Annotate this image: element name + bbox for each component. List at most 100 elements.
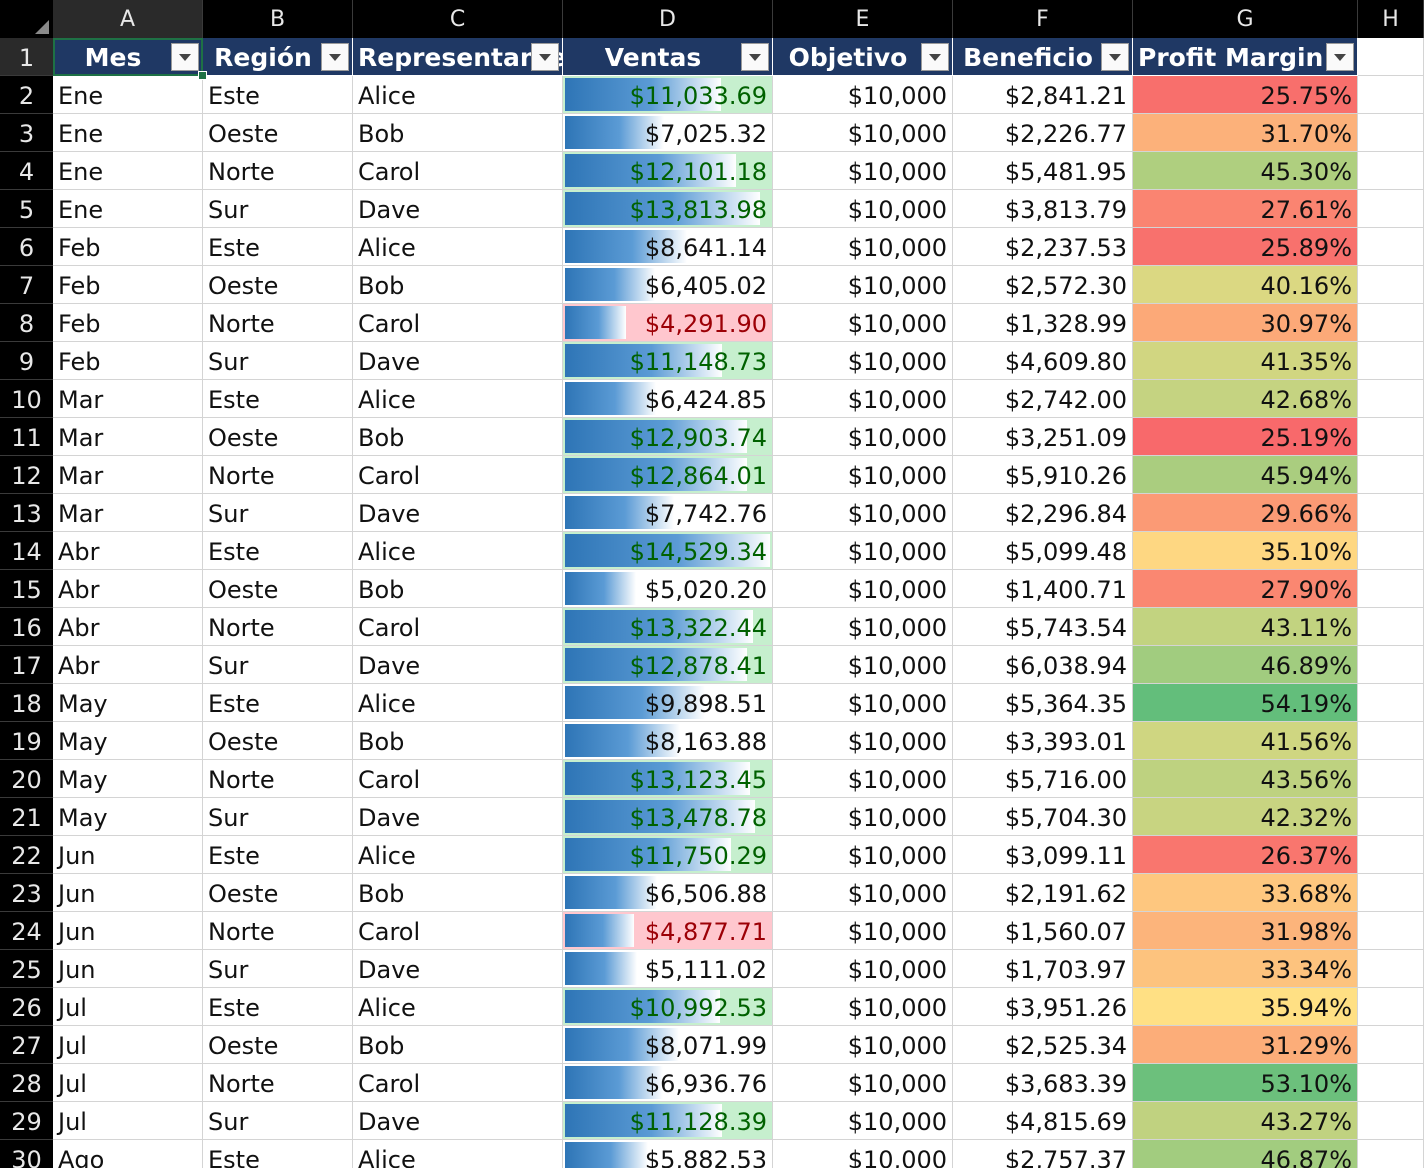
table-cell-mes[interactable]: May (53, 722, 203, 760)
table-cell-pm[interactable]: 42.68% (1133, 380, 1358, 418)
table-cell-ben[interactable]: $3,813.79 (953, 190, 1133, 228)
empty-cell[interactable] (1358, 380, 1424, 418)
filter-dropdown-icon[interactable] (921, 43, 949, 71)
table-cell-pm[interactable]: 26.37% (1133, 836, 1358, 874)
table-cell-region[interactable]: Oeste (203, 114, 353, 152)
table-cell-obj[interactable]: $10,000 (773, 456, 953, 494)
empty-cell[interactable] (1358, 532, 1424, 570)
table-cell-pm[interactable]: 31.29% (1133, 1026, 1358, 1064)
table-cell-rep[interactable]: Alice (353, 1140, 563, 1168)
table-cell-ben[interactable]: $2,841.21 (953, 76, 1133, 114)
row-header-15[interactable]: 15 (0, 570, 53, 608)
table-cell-mes[interactable]: Abr (53, 608, 203, 646)
table-cell-rep[interactable]: Dave (353, 646, 563, 684)
empty-cell[interactable] (1358, 1102, 1424, 1140)
table-cell-region[interactable]: Norte (203, 1064, 353, 1102)
table-cell-mes[interactable]: Ago (53, 1140, 203, 1168)
table-cell-rep[interactable]: Bob (353, 570, 563, 608)
table-cell-ventas[interactable]: $11,148.73 (563, 342, 773, 380)
table-cell-rep[interactable]: Dave (353, 1102, 563, 1140)
table-cell-obj[interactable]: $10,000 (773, 228, 953, 266)
table-cell-rep[interactable]: Alice (353, 76, 563, 114)
table-cell-obj[interactable]: $10,000 (773, 684, 953, 722)
table-cell-ventas[interactable]: $11,033.69 (563, 76, 773, 114)
row-header-16[interactable]: 16 (0, 608, 53, 646)
table-cell-pm[interactable]: 45.30% (1133, 152, 1358, 190)
table-cell-rep[interactable]: Bob (353, 114, 563, 152)
table-cell-mes[interactable]: Ene (53, 114, 203, 152)
empty-cell[interactable] (1358, 646, 1424, 684)
table-cell-ventas[interactable]: $5,020.20 (563, 570, 773, 608)
table-cell-mes[interactable]: Ene (53, 76, 203, 114)
empty-cell[interactable] (1358, 1140, 1424, 1168)
table-cell-obj[interactable]: $10,000 (773, 76, 953, 114)
table-cell-ben[interactable]: $1,703.97 (953, 950, 1133, 988)
table-cell-region[interactable]: Oeste (203, 266, 353, 304)
table-cell-rep[interactable]: Dave (353, 798, 563, 836)
table-cell-ben[interactable]: $5,716.00 (953, 760, 1133, 798)
table-cell-mes[interactable]: Jun (53, 950, 203, 988)
table-cell-rep[interactable]: Carol (353, 456, 563, 494)
table-cell-rep[interactable]: Carol (353, 760, 563, 798)
table-cell-obj[interactable]: $10,000 (773, 950, 953, 988)
row-header-22[interactable]: 22 (0, 836, 53, 874)
table-cell-rep[interactable]: Bob (353, 874, 563, 912)
empty-cell[interactable] (1358, 1064, 1424, 1102)
table-cell-mes[interactable]: Jun (53, 874, 203, 912)
table-cell-ben[interactable]: $2,742.00 (953, 380, 1133, 418)
table-cell-ventas[interactable]: $12,878.41 (563, 646, 773, 684)
table-cell-ben[interactable]: $4,815.69 (953, 1102, 1133, 1140)
table-cell-pm[interactable]: 25.75% (1133, 76, 1358, 114)
table-cell-obj[interactable]: $10,000 (773, 380, 953, 418)
table-cell-rep[interactable]: Alice (353, 988, 563, 1026)
empty-cell[interactable] (1358, 76, 1424, 114)
table-cell-ben[interactable]: $3,393.01 (953, 722, 1133, 760)
table-cell-region[interactable]: Sur (203, 646, 353, 684)
table-cell-region[interactable]: Este (203, 988, 353, 1026)
row-header-18[interactable]: 18 (0, 684, 53, 722)
row-header-24[interactable]: 24 (0, 912, 53, 950)
column-header-c[interactable]: C (353, 0, 563, 38)
table-cell-region[interactable]: Este (203, 836, 353, 874)
table-header-cell[interactable]: Objetivo (773, 38, 953, 76)
filter-dropdown-icon[interactable] (531, 43, 559, 71)
empty-cell[interactable] (1358, 456, 1424, 494)
row-header-28[interactable]: 28 (0, 1064, 53, 1102)
table-header-cell[interactable]: Mes (53, 38, 203, 76)
table-cell-ben[interactable]: $2,237.53 (953, 228, 1133, 266)
table-cell-pm[interactable]: 25.89% (1133, 228, 1358, 266)
table-cell-ben[interactable]: $5,099.48 (953, 532, 1133, 570)
table-cell-ben[interactable]: $1,400.71 (953, 570, 1133, 608)
table-cell-region[interactable]: Oeste (203, 570, 353, 608)
table-cell-rep[interactable]: Carol (353, 608, 563, 646)
table-cell-ben[interactable]: $1,560.07 (953, 912, 1133, 950)
table-cell-ben[interactable]: $5,704.30 (953, 798, 1133, 836)
row-header-9[interactable]: 9 (0, 342, 53, 380)
table-cell-mes[interactable]: Feb (53, 228, 203, 266)
column-header-e[interactable]: E (773, 0, 953, 38)
row-header-29[interactable]: 29 (0, 1102, 53, 1140)
fill-handle[interactable] (198, 71, 207, 80)
table-cell-pm[interactable]: 43.27% (1133, 1102, 1358, 1140)
table-cell-pm[interactable]: 31.70% (1133, 114, 1358, 152)
table-cell-ben[interactable]: $3,099.11 (953, 836, 1133, 874)
empty-cell[interactable] (1358, 494, 1424, 532)
table-cell-obj[interactable]: $10,000 (773, 836, 953, 874)
empty-cell[interactable] (1358, 608, 1424, 646)
row-header-30[interactable]: 30 (0, 1140, 53, 1168)
table-cell-obj[interactable]: $10,000 (773, 418, 953, 456)
table-cell-obj[interactable]: $10,000 (773, 722, 953, 760)
table-header-cell[interactable]: Representante (353, 38, 563, 76)
table-cell-obj[interactable]: $10,000 (773, 798, 953, 836)
table-cell-ben[interactable]: $1,328.99 (953, 304, 1133, 342)
row-header-7[interactable]: 7 (0, 266, 53, 304)
table-cell-ventas[interactable]: $10,992.53 (563, 988, 773, 1026)
column-header-g[interactable]: G (1133, 0, 1358, 38)
table-cell-region[interactable]: Norte (203, 912, 353, 950)
table-cell-mes[interactable]: Jun (53, 912, 203, 950)
table-cell-ben[interactable]: $4,609.80 (953, 342, 1133, 380)
table-cell-obj[interactable]: $10,000 (773, 494, 953, 532)
table-header-cell[interactable]: Beneficio (953, 38, 1133, 76)
row-header-8[interactable]: 8 (0, 304, 53, 342)
